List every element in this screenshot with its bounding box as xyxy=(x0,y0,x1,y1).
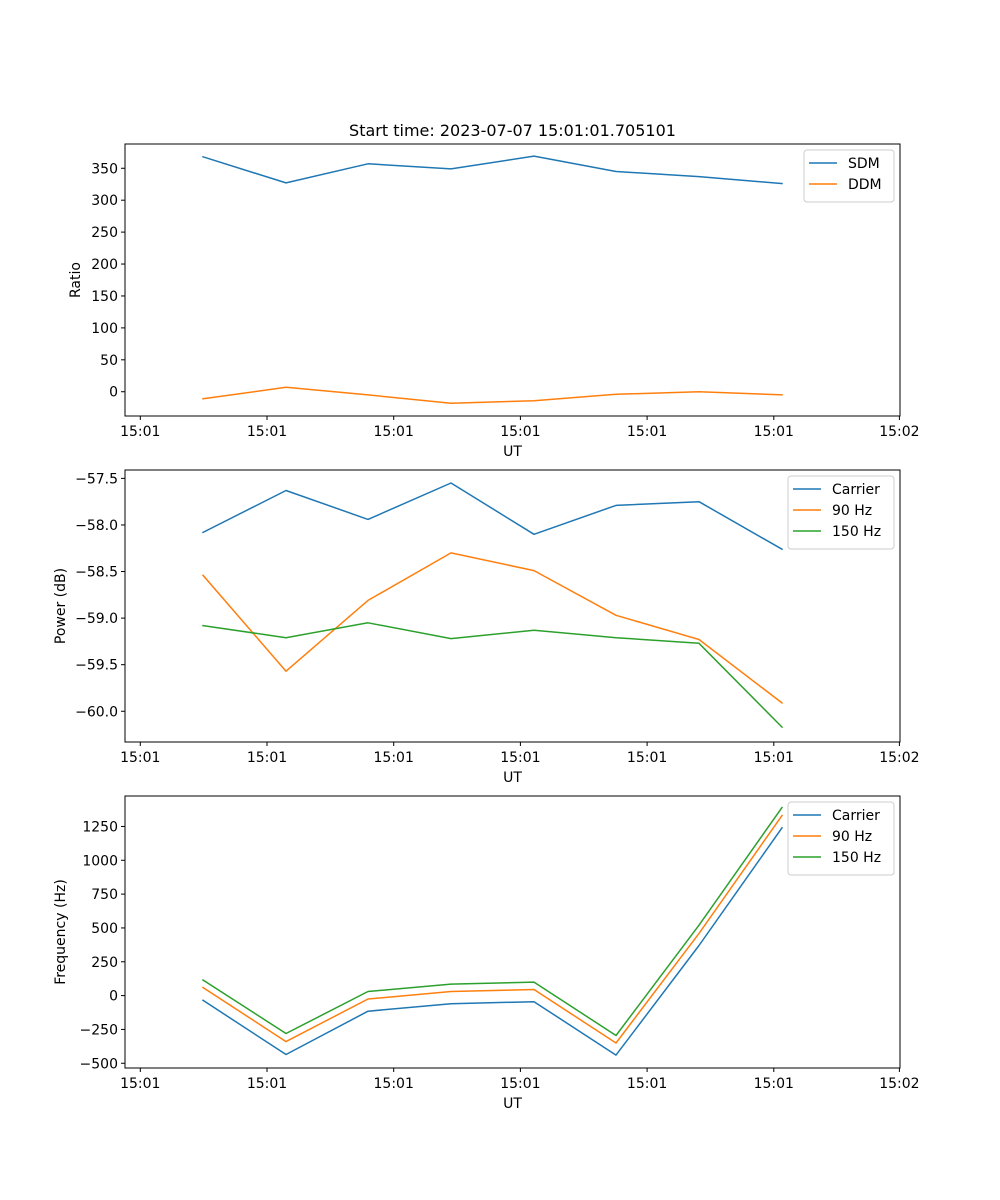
x-axis-label: UT xyxy=(503,444,522,460)
y-tick-label: 50 xyxy=(100,353,118,369)
legend-label-carrier: Carrier xyxy=(832,808,880,824)
series-line-carrier xyxy=(201,482,784,551)
x-tick-label: 15:01 xyxy=(754,750,794,766)
y-tick-label: 1000 xyxy=(82,853,118,869)
y-tick-label: 750 xyxy=(91,887,118,903)
y-tick-label: 100 xyxy=(91,321,118,337)
x-tick-label: 15:01 xyxy=(247,424,287,440)
axes-frame xyxy=(124,795,901,1069)
power-panel: 15:01 15:01 15:01 15:01 15:01 15:01 15:02 −60.0… xyxy=(53,469,920,786)
y-tick-label: −57.5 xyxy=(75,471,118,487)
y-tick-label: 250 xyxy=(91,225,118,241)
series-line-90-hz xyxy=(201,814,784,1044)
series-line-150-hz xyxy=(202,622,784,729)
y-tick-label: 0 xyxy=(109,385,118,401)
x-axis-label: UT xyxy=(503,1096,522,1112)
x-tick-label: 15:01 xyxy=(500,424,540,440)
x-tick-label: 15:01 xyxy=(374,750,414,766)
x-tick-label: 15:01 xyxy=(374,1076,414,1092)
y-tick-label: −250 xyxy=(80,1022,118,1038)
series-line-carrier xyxy=(201,826,784,1056)
y-axis-label: Power (dB) xyxy=(53,568,69,644)
legend-label-90-hz: 90 Hz xyxy=(832,503,872,519)
legend-label-90-hz: 90 Hz xyxy=(832,829,872,845)
y-tick-label: −59.5 xyxy=(75,658,118,674)
legend-label-ddm: DDM xyxy=(848,177,882,193)
legend-label-sdm: SDM xyxy=(848,156,880,172)
y-tick-label: 150 xyxy=(91,289,118,305)
y-tick-label: 200 xyxy=(91,257,118,273)
series-line-ddm xyxy=(202,386,783,404)
ratio-panel: 15:01 15:01 15:01 15:01 15:01 15:01 15:02 0 50 10… xyxy=(68,143,920,460)
x-tick-label: 15:01 xyxy=(374,424,414,440)
y-tick-label: −58.0 xyxy=(75,518,118,534)
y-tick-label: −500 xyxy=(80,1056,118,1072)
x-tick-label: 15:01 xyxy=(500,1076,540,1092)
x-tick-label: 15:01 xyxy=(754,1076,794,1092)
x-tick-label: 15:01 xyxy=(120,424,160,440)
x-tick-label: 15:02 xyxy=(879,750,919,766)
chart-title: Start time: 2023-07-07 15:01:01.705101 xyxy=(349,121,676,140)
x-tick-label: 15:01 xyxy=(627,424,667,440)
y-tick-label: 250 xyxy=(91,955,118,971)
y-tick-label: −59.0 xyxy=(75,611,118,627)
y-axis-label: Frequency (Hz) xyxy=(53,879,69,985)
x-tick-label: 15:01 xyxy=(627,1076,667,1092)
x-tick-label: 15:01 xyxy=(247,1076,287,1092)
y-axis-label: Ratio xyxy=(68,262,84,298)
x-tick-label: 15:01 xyxy=(120,750,160,766)
legend-label-150-hz: 150 Hz xyxy=(832,524,881,540)
y-tick-label: 0 xyxy=(109,989,118,1005)
x-tick-label: 15:01 xyxy=(754,424,794,440)
legend-label-150-hz: 150 Hz xyxy=(832,850,881,866)
frequency-panel: 15:01 15:01 15:01 15:01 15:01 15:01 15:02 −500 −… xyxy=(53,795,920,1112)
y-tick-label: 500 xyxy=(91,921,118,937)
x-tick-label: 15:01 xyxy=(247,750,287,766)
y-tick-label: 350 xyxy=(91,161,118,177)
x-axis-label: UT xyxy=(503,770,522,786)
x-tick-label: 15:02 xyxy=(879,1076,919,1092)
series-line-90-hz xyxy=(201,552,784,704)
y-tick-label: 1250 xyxy=(82,819,118,835)
x-tick-label: 15:02 xyxy=(879,424,919,440)
y-tick-label: 300 xyxy=(91,193,118,209)
legend-label-carrier: Carrier xyxy=(832,482,880,498)
series-line-sdm xyxy=(202,155,783,185)
axes-frame xyxy=(124,469,901,743)
y-tick-label: −58.5 xyxy=(75,565,118,581)
x-tick-label: 15:01 xyxy=(627,750,667,766)
y-tick-label: −60.0 xyxy=(75,704,118,720)
x-tick-label: 15:01 xyxy=(120,1076,160,1092)
axes-frame xyxy=(124,143,901,417)
series-line-150-hz xyxy=(201,806,784,1037)
x-tick-label: 15:01 xyxy=(500,750,540,766)
